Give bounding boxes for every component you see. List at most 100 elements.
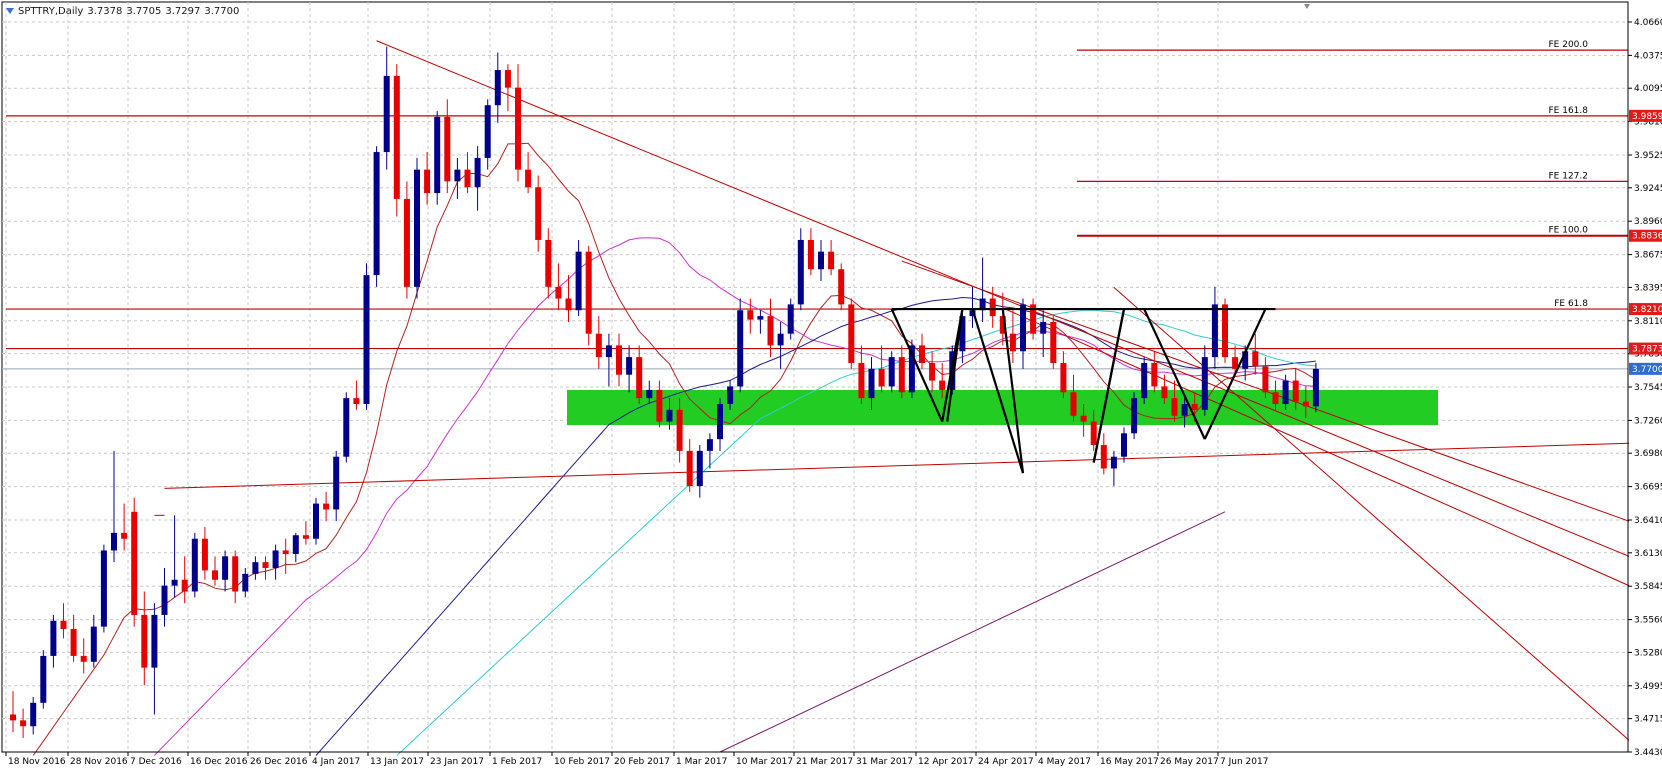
- candle-bear: [585, 251, 592, 334]
- x-tick-label: 4 Jan 2017: [312, 757, 360, 767]
- fib-level-label: FE 200.0: [1549, 40, 1589, 50]
- y-tick-label: 3.6695: [1634, 483, 1662, 493]
- candle-bull: [717, 403, 723, 440]
- candle-bear: [767, 316, 774, 346]
- price-tag-bg: [1629, 303, 1662, 316]
- candle-bear: [919, 345, 925, 363]
- candle-bull: [777, 333, 784, 346]
- price-tag-bg: [1629, 229, 1662, 242]
- candle-bear: [80, 655, 87, 662]
- candle-bear: [1151, 362, 1158, 387]
- candle-bull: [605, 345, 612, 358]
- candle-bear: [545, 239, 552, 287]
- symbol-header[interactable]: SPTTRY,Daily 3.7378 3.7705 3.7297 3.7700: [6, 4, 239, 18]
- price-tag-label: 3.8210: [1632, 305, 1662, 315]
- collapse-arrow-icon[interactable]: [6, 8, 14, 14]
- ma-slow-blue-line: [315, 296, 1316, 756]
- x-tick-label: 18 Nov 2016: [8, 757, 66, 767]
- y-tick-label: 3.4995: [1634, 682, 1662, 692]
- ohlc-close: 3.7700: [204, 5, 240, 17]
- candle-bull: [1201, 357, 1208, 410]
- candles-layer: [10, 46, 1319, 738]
- candle-bear: [1222, 304, 1228, 358]
- candle-bull: [1312, 368, 1319, 407]
- candle-bull: [706, 439, 713, 451]
- y-tick-label: 3.8960: [1634, 217, 1662, 227]
- candle-bull: [1040, 321, 1047, 334]
- x-tick-label: 1 Feb 2017: [492, 757, 542, 767]
- candle-bull: [222, 556, 229, 580]
- candle-bear: [747, 310, 754, 320]
- price-tag-label: 3.7873: [1632, 345, 1662, 355]
- pattern-lines-layer: [890, 307, 1276, 474]
- price-tag-label: 3.8836: [1632, 232, 1662, 242]
- candle-bull: [787, 304, 794, 334]
- fib-level-label: FE 61.8: [1554, 299, 1588, 309]
- candle-bull: [797, 239, 804, 305]
- y-tick-label: 3.5280: [1634, 648, 1662, 658]
- y-tick-label: 3.9810: [1634, 118, 1662, 128]
- candle-bear: [1252, 351, 1259, 367]
- candle-bear: [858, 362, 865, 399]
- candle-bear: [838, 269, 845, 305]
- trend-rising-base: [164, 442, 1630, 489]
- candle-bull: [434, 116, 441, 194]
- candle-bull: [454, 169, 461, 182]
- candle-bull: [646, 389, 653, 399]
- candle-bear: [929, 362, 936, 381]
- candle-bear: [444, 116, 451, 182]
- candle-bull: [1121, 433, 1127, 457]
- y-tick-label: 3.6980: [1634, 449, 1662, 459]
- candle-bear: [424, 169, 431, 194]
- candle-bull: [484, 105, 491, 158]
- candle-bull: [1110, 456, 1117, 469]
- candle-bear: [323, 503, 330, 510]
- x-tick-label: 28 Nov 2016: [70, 757, 128, 767]
- candle-bull: [40, 655, 47, 703]
- candle-bull: [626, 357, 633, 375]
- ma-mid-line: [154, 237, 1316, 756]
- candle-bear: [515, 87, 521, 170]
- candle-bear: [353, 398, 360, 404]
- y-tick-label: 3.5845: [1634, 582, 1662, 592]
- candle-bull: [373, 152, 380, 276]
- candle-bull: [111, 532, 117, 551]
- candle-bull: [696, 450, 703, 487]
- fib-level-label: FE 161.8: [1549, 106, 1589, 116]
- y-tick-label: 3.5560: [1634, 616, 1662, 626]
- candle-bear: [1171, 398, 1178, 416]
- candle-bear: [898, 357, 905, 393]
- candle-bear: [1050, 321, 1057, 363]
- price-tag-bg: [1629, 109, 1662, 122]
- candle-bear: [232, 556, 239, 592]
- x-tick-label: 26 Dec 2016: [250, 757, 308, 767]
- x-tick-label: 13 Jan 2017: [370, 757, 424, 767]
- candle-bear: [181, 579, 188, 592]
- x-tick-label: 21 Mar 2017: [796, 757, 853, 767]
- candle-bull: [100, 550, 107, 627]
- candle-bear: [302, 535, 309, 539]
- candle-bear: [989, 298, 996, 317]
- price-tag-label: 3.9859: [1632, 112, 1662, 122]
- pattern-stroke: [971, 308, 1025, 474]
- candle-bull: [151, 614, 158, 668]
- candle-bull: [30, 702, 37, 727]
- candle-bull: [979, 298, 986, 311]
- candle-bear: [262, 562, 269, 569]
- candle-bear: [686, 450, 693, 487]
- axis-layer: 4.0660 4.0375 4.0095 3.9810 3.9525 3.9245 3.89…: [2, 2, 1662, 767]
- candle-bull: [383, 75, 390, 153]
- y-tick-label: 3.4430: [1634, 748, 1662, 758]
- candle-bear: [1100, 445, 1107, 469]
- x-tick-label: 12 Apr 2017: [918, 757, 974, 767]
- y-tick-label: 3.6130: [1634, 549, 1662, 559]
- candle-bear: [70, 628, 77, 656]
- candle-bull: [727, 386, 734, 404]
- x-tick-label: 10 Feb 2017: [554, 757, 610, 767]
- pattern-stroke: [1001, 308, 1025, 474]
- y-tick-label: 3.7545: [1634, 383, 1662, 393]
- candle-bear: [464, 169, 471, 188]
- candle-bull: [666, 409, 673, 422]
- candle-bear: [1080, 415, 1087, 422]
